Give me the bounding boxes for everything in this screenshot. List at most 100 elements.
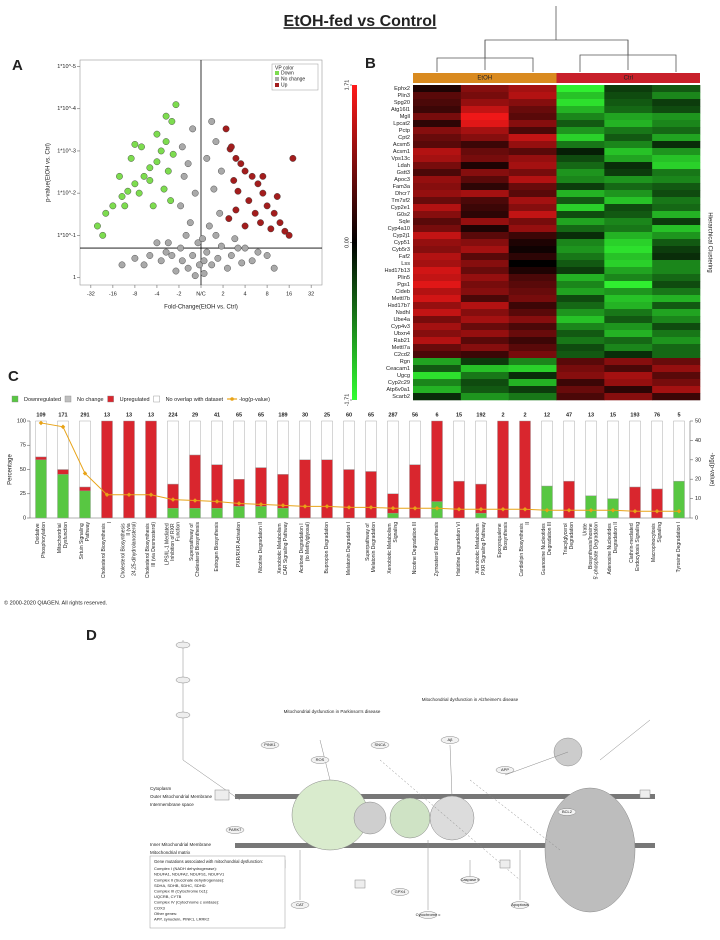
heatmap-cell: [652, 351, 701, 359]
heatmap-cell: [556, 295, 605, 303]
row-label: Spg20: [394, 100, 410, 106]
heatmap-cell: [604, 225, 653, 233]
heatmap-cell: [413, 197, 462, 205]
heatmap-cell: [604, 239, 653, 247]
heatmap-cell: [556, 232, 605, 240]
row-label: Ugcg: [397, 373, 410, 379]
row-label: Scarb2: [392, 394, 410, 400]
heatmap-cell: [556, 337, 605, 345]
heatmap-cell: [604, 148, 653, 156]
row-label: Tm7sf2: [391, 198, 410, 204]
heatmap-cell: [413, 85, 462, 93]
heatmap-cell: [460, 190, 509, 198]
volcano-point: [153, 239, 161, 247]
pvalue-marker: [324, 504, 330, 509]
volcano-point: [208, 261, 216, 269]
x-tick-label: Oxidative Phosphorylation: [36, 522, 48, 558]
heatmap-cell: [556, 274, 605, 282]
y-tick-label: 1*10^-4: [57, 106, 76, 112]
bar-segment: [167, 508, 179, 519]
pvalue-marker: [566, 507, 572, 513]
bar-segment: [255, 420, 267, 468]
heatmap-cell: [604, 204, 653, 212]
heatmap-cell: [556, 365, 605, 373]
node-shape: [175, 711, 191, 719]
note-line: Complex IV (Cytochrome c oxidase):: [154, 900, 219, 905]
heatmap-cell: [413, 386, 462, 394]
volcano-point: [168, 118, 176, 125]
heatmap-cell: [556, 134, 605, 142]
bar-segment: [431, 420, 443, 502]
inner-membrane: [235, 843, 655, 848]
pvalue-marker: [192, 498, 198, 503]
heatmap-cell: [652, 99, 701, 107]
node-shape: [260, 741, 280, 749]
heatmap-cell: [604, 365, 653, 373]
volcano-point: [196, 261, 203, 269]
node-label: Caspase 9: [460, 877, 480, 882]
volcano-point: [232, 206, 240, 214]
x-tick-label: Adenosine Nucleotides Degradation II: [608, 522, 620, 575]
heatmap-cell: [508, 337, 557, 345]
row-label: Acsm5: [393, 142, 410, 148]
heatmap-cell: [413, 302, 462, 310]
volcano-point: [99, 231, 107, 239]
volcano-point: [162, 112, 170, 120]
y2-tick-label: 40: [695, 438, 701, 444]
complex-v: [544, 787, 636, 913]
bar-segment: [453, 480, 465, 519]
note-box: [149, 855, 286, 929]
heatmap-cell: [652, 204, 701, 212]
bar-segment: [35, 456, 47, 461]
legend-swatch: [11, 395, 19, 403]
x-tick-label: Cholesterol Biosynthesis I: [102, 522, 114, 578]
heatmap-cell: [460, 148, 509, 156]
volcano-point: [172, 101, 180, 109]
heatmap-cell: [508, 176, 557, 184]
heatmap-cell: [460, 344, 509, 352]
heatmap-cell: [413, 127, 462, 135]
x-tick-label: Guanosine Nucleotides Degradation III: [542, 522, 554, 575]
heatmap-cell: [604, 386, 653, 394]
heatmap-cell: [604, 85, 653, 93]
volcano-point: [199, 235, 206, 243]
node-shape: [175, 676, 191, 684]
heatmap-cell: [508, 386, 557, 394]
x-tick-label: Acetone Degradation I (to Methylglyoxal): [300, 522, 312, 573]
heatmap-cell: [652, 92, 701, 100]
volcano-point: [254, 248, 262, 256]
x-tick-label: Sirtuin Signaling Pathway: [80, 522, 92, 560]
bar-segment: [167, 420, 179, 485]
panel-label: D: [86, 627, 97, 644]
heatmap-cell: [508, 106, 557, 114]
heatmap-cell: [460, 351, 509, 359]
heatmap-cell: [508, 330, 557, 338]
heatmap-cell: [413, 309, 462, 317]
row-label: Mettl7b: [392, 296, 410, 302]
heatmap-cell: [413, 246, 462, 254]
heatmap-cell: [413, 253, 462, 261]
volcano-point: [259, 189, 267, 197]
heatmap-cell: [460, 288, 509, 296]
panel-label: C: [8, 368, 19, 385]
heatmap-cell: [460, 302, 509, 310]
heatmap-cell: [604, 281, 653, 289]
heatmap-cell: [652, 190, 701, 198]
heatmap-cell: [556, 155, 605, 163]
x-tick-label: Macropinocytosis Signaling: [652, 522, 664, 562]
heatmap-cell: [652, 281, 701, 289]
volcano-point: [227, 143, 235, 151]
pvalue-marker: [368, 505, 374, 510]
volcano-point: [238, 259, 246, 267]
x-tick-label: 8: [266, 291, 269, 297]
heatmap-cell: [460, 372, 509, 380]
heatmap-cell: [413, 92, 462, 100]
colorbar-label: 1.71: [344, 80, 350, 91]
row-label: Nsdhl: [396, 310, 410, 316]
x-tick-label: Nicotine Degradation III: [412, 522, 418, 574]
y2-axis-label: -log(p-value): [708, 453, 714, 487]
heatmap-cell: [556, 141, 605, 149]
pvalue-marker: [214, 499, 220, 504]
group-label: Ctrl: [624, 76, 633, 82]
volcano-point: [177, 202, 184, 210]
